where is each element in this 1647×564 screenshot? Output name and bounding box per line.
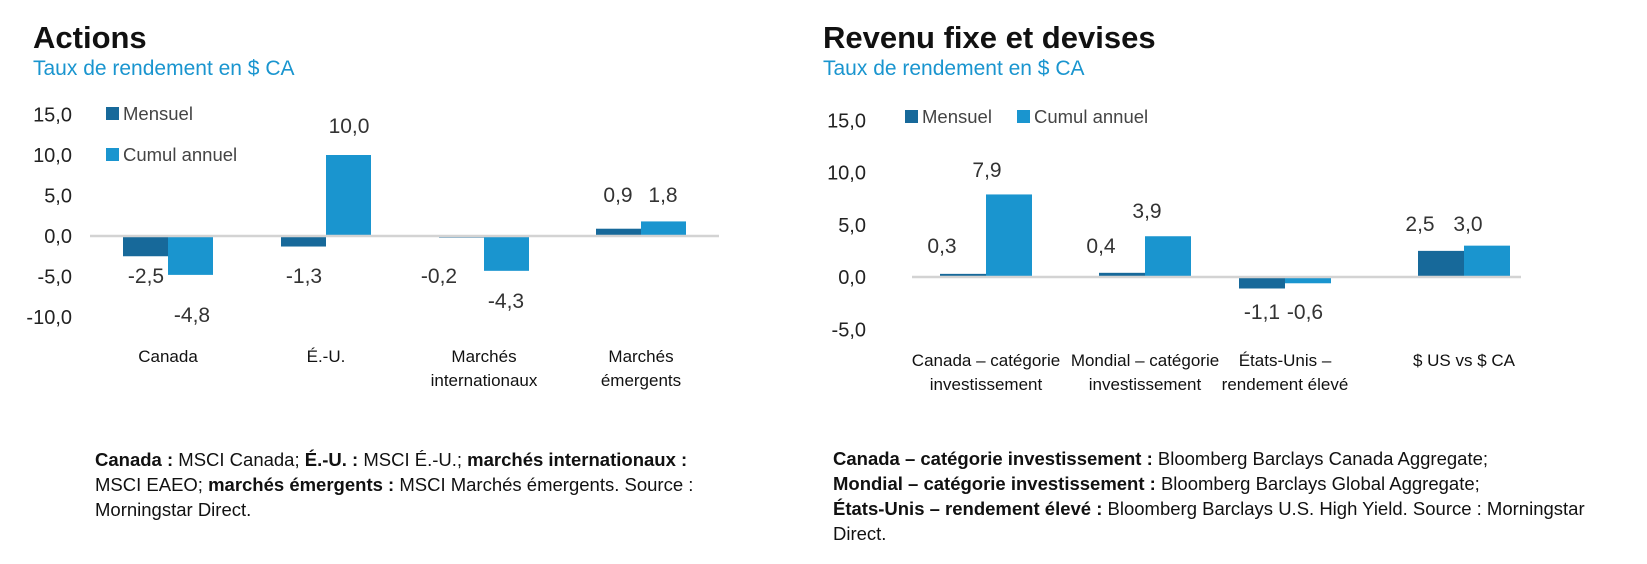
category-label: $ US vs $ CA: [1413, 351, 1516, 370]
y-tick-label: -10,0: [26, 307, 72, 329]
legend-swatch: [905, 110, 918, 123]
data-label: -0,6: [1287, 301, 1323, 324]
legend-swatch: [1017, 110, 1030, 123]
source-note: Canada : MSCI Canada; É.-U. : MSCI É.-U.…: [95, 449, 694, 520]
cumul-annuel-bar: [986, 194, 1032, 277]
data-label: 3,0: [1453, 213, 1482, 236]
data-label: 3,9: [1132, 200, 1161, 223]
cumul-annuel-bar: [484, 236, 529, 271]
data-label: -1,1: [1244, 301, 1280, 324]
chart-title: Actions: [33, 20, 147, 55]
data-label: 10,0: [329, 115, 370, 138]
y-tick-label: 5,0: [44, 186, 72, 208]
data-label: 2,5: [1405, 213, 1434, 236]
cumul-annuel-bar: [1285, 277, 1331, 284]
data-label: -4,3: [488, 290, 524, 313]
equities-panel: Actions Taux de rendement en $ CA 15,0 10…: [0, 0, 800, 564]
category-label: É.-U.: [307, 347, 346, 366]
y-tick-label: 5,0: [838, 215, 866, 237]
fixed-income-bar-chart: 15,0 10,0 5,0 0,0 -5,0 0,3 0,4 -1,1 2,5 7,9 3,9 -0,…: [827, 106, 1521, 394]
category-label: Marchés internationaux: [431, 347, 538, 390]
category-label: Canada – catégorie investissement: [912, 351, 1060, 394]
y-tick-label: 10,0: [827, 163, 866, 185]
cumul-annuel-bar: [1464, 245, 1510, 277]
legend-swatch: [106, 107, 119, 120]
mensuel-bar: [1418, 250, 1464, 277]
y-tick-label: -5,0: [832, 319, 866, 341]
chart-subtitle: Taux de rendement en $ CA: [33, 57, 295, 80]
y-tick-label: 10,0: [33, 145, 72, 167]
y-tick-label: 0,0: [838, 267, 866, 289]
y-tick-label: 0,0: [44, 226, 72, 248]
data-label: -2,5: [128, 265, 164, 288]
cumul-annuel-bar: [326, 155, 371, 236]
mensuel-bar: [281, 236, 326, 247]
data-label: -4,8: [174, 304, 210, 327]
cumul-annuel-bar: [1145, 236, 1191, 277]
y-tick-label: 15,0: [827, 110, 866, 132]
chart-subtitle: Taux de rendement en $ CA: [823, 57, 1085, 80]
legend-swatch: [106, 148, 119, 161]
cumul-annuel-bar: [168, 236, 213, 275]
data-label: 0,4: [1086, 235, 1116, 258]
equities-bar-chart: 15,0 10,0 5,0 0,0 -5,0 -10,0 -2,5 -1,3 -0,2 0,9 -4…: [26, 103, 719, 390]
data-label: 0,9: [603, 184, 632, 207]
cumul-annuel-bar: [641, 221, 686, 236]
category-label: États-Unis – rendement élevé: [1222, 351, 1349, 394]
data-label: -1,3: [286, 265, 322, 288]
category-label: Marchés émergents: [601, 347, 681, 390]
mensuel-bar: [1099, 272, 1145, 277]
legend-label: Mensuel: [922, 106, 992, 127]
y-tick-label: -5,0: [38, 267, 72, 289]
data-label: 0,3: [927, 235, 956, 258]
mensuel-bar: [596, 228, 641, 236]
mensuel-bar: [1239, 277, 1285, 289]
data-label: 1,8: [648, 184, 677, 207]
y-tick-label: 15,0: [33, 105, 72, 127]
legend-label: Mensuel: [123, 103, 193, 124]
legend-label: Cumul annuel: [123, 144, 237, 165]
source-note: Canada – catégorie investissement : Bloo…: [833, 448, 1585, 544]
chart-title: Revenu fixe et devises: [823, 20, 1156, 55]
fixed-income-panel: Revenu fixe et devises Taux de rendement…: [820, 0, 1647, 564]
mensuel-bar: [940, 273, 986, 277]
mensuel-bar: [123, 236, 168, 257]
category-label: Mondial – catégorie investissement: [1071, 351, 1219, 394]
category-label: Canada: [138, 347, 198, 366]
legend-label: Cumul annuel: [1034, 106, 1148, 127]
data-label: 7,9: [972, 159, 1001, 182]
data-label: -0,2: [421, 265, 457, 288]
